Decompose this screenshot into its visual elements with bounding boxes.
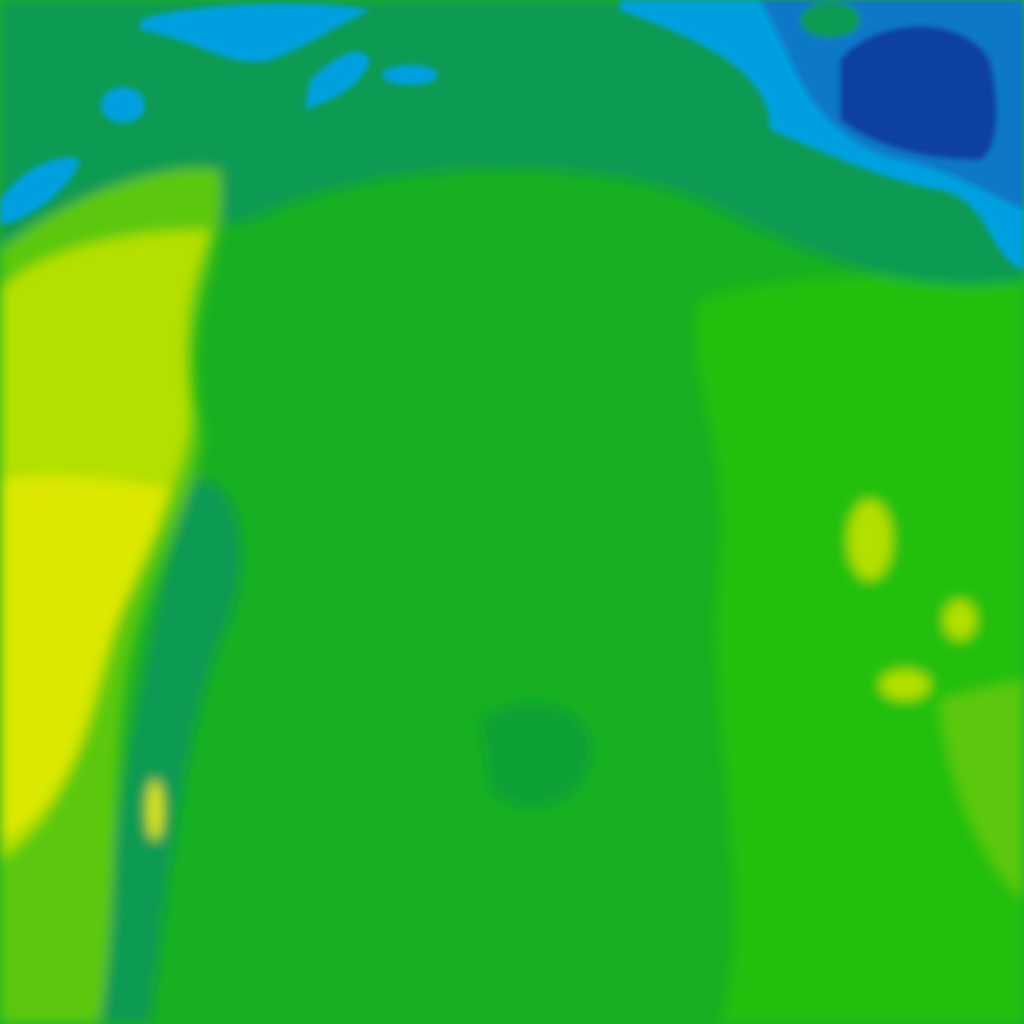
region-top-cyan-3 <box>382 65 438 85</box>
region-yellow-green-spot-3 <box>880 670 930 700</box>
region-right-light-green <box>940 680 1024 900</box>
region-yellow-green-spot-2 <box>944 600 976 640</box>
region-yellow-streak <box>147 780 163 840</box>
region-top-cyan-1 <box>140 3 370 63</box>
region-left-cyan-5 <box>0 157 80 225</box>
region-yellow-green-spot-1 <box>848 500 892 580</box>
region-right-bright-green <box>695 275 1024 1024</box>
region-green-pocket-top-right <box>800 2 860 38</box>
region-left-band-teal <box>90 479 242 1024</box>
region-left-yellow <box>0 475 170 840</box>
region-top-cyan-2 <box>305 51 370 110</box>
region-top-right-dark-blue <box>840 26 997 160</box>
region-center-deep-green <box>480 703 591 807</box>
region-top-cyan-4 <box>101 87 145 123</box>
